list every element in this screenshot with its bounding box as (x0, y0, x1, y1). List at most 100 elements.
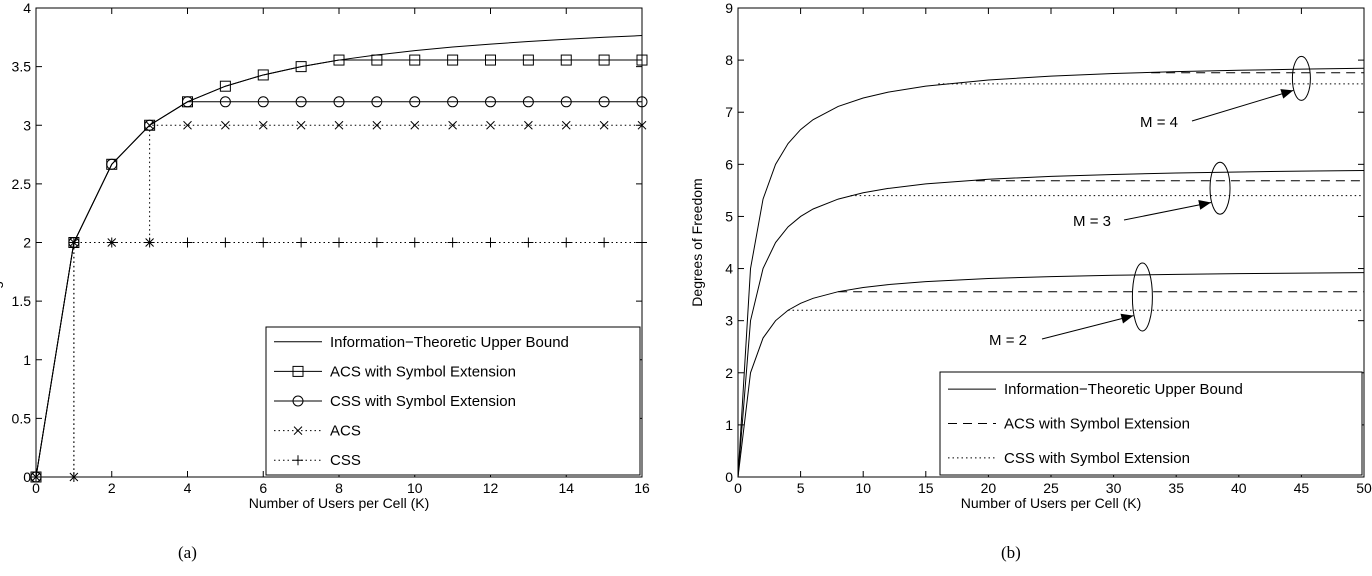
a-series-line-2 (35, 101, 642, 478)
b-y-tick-label: 6 (725, 156, 733, 172)
a-legend-label: ACS with Symbol Extension (330, 363, 516, 380)
b-x-tick-label: 15 (918, 480, 934, 496)
b-legend-label: CSS with Symbol Extension (1004, 450, 1190, 467)
b-y-tick-label: 0 (725, 469, 733, 485)
b-x-tick-label: 5 (797, 480, 805, 496)
a-x-tick-label: 2 (108, 480, 116, 496)
a-data-point (522, 96, 534, 108)
a-x-axis-label: Number of Users per Cell (K) (249, 495, 430, 511)
a-data-point (447, 237, 458, 248)
a-data-point (221, 120, 230, 130)
b-group-label-1: M = 3 (1073, 213, 1111, 230)
a-data-point (598, 54, 610, 66)
a-x-tick-label: 14 (558, 480, 574, 496)
a-data-point (68, 237, 79, 248)
a-legend-label: CSS (330, 452, 361, 469)
a-x-tick-label: 16 (634, 480, 650, 496)
b-upper-bound-2 (737, 67, 1365, 478)
a-data-point (485, 237, 496, 248)
a-data-point (145, 120, 154, 130)
a-data-point (410, 120, 420, 130)
a-data-point (219, 80, 231, 92)
a-y-tick-label: 4 (23, 0, 31, 16)
b-x-tick-label: 35 (1168, 480, 1184, 496)
a-data-point (524, 120, 533, 130)
b-y-tick-label: 1 (725, 417, 733, 433)
a-data-point (636, 54, 648, 66)
b-x-tick-label: 40 (1231, 480, 1247, 496)
a-y-tick-label: 2 (23, 235, 31, 251)
b-annotation-arrowhead-2 (1280, 89, 1294, 99)
a-data-point (485, 54, 496, 66)
a-x-tick-label: 10 (407, 480, 423, 496)
a-data-point (257, 69, 269, 81)
b-legend-label: Information−Theoretic Upper Bound (1004, 381, 1243, 398)
b-x-tick-label: 0 (734, 480, 742, 496)
b-annotation-arrowhead-0 (1120, 313, 1134, 324)
a-data-point (409, 96, 421, 108)
a-legend-label: ACS (330, 423, 361, 440)
a-legend-box (265, 326, 641, 476)
a-data-point (522, 54, 534, 66)
a-data-point (106, 158, 118, 170)
a-legend-label: CSS with Symbol Extension (330, 393, 516, 410)
b-y-tick-label: 2 (725, 365, 733, 381)
a-data-point (182, 96, 193, 108)
a-legend-marker (292, 395, 304, 407)
a-y-tick-label: 3.5 (12, 59, 32, 75)
a-data-point (334, 237, 344, 248)
a-series-markers-4 (31, 237, 647, 482)
b-x-tick-label: 10 (855, 480, 871, 496)
a-legend-marker (293, 455, 303, 466)
a-legend-label: Information−Theoretic Upper Bound (330, 334, 569, 351)
a-data-point (637, 237, 647, 248)
b-group-ellipse-1 (1209, 161, 1231, 215)
b-group-label-2: M = 4 (1140, 114, 1178, 131)
b-y-tick-label: 4 (725, 261, 733, 277)
a-data-point (372, 120, 382, 130)
a-y-axis-label: Degrees of Freedom (0, 178, 3, 306)
a-data-point (636, 96, 648, 108)
b-upper-bound-1 (737, 169, 1365, 478)
a-legend-marker (293, 426, 303, 435)
b-legend-label: ACS with Symbol Extension (1004, 416, 1190, 433)
a-y-tick-label: 1.5 (12, 293, 32, 309)
a-data-point (183, 120, 192, 130)
a-y-tick-label: 1 (23, 352, 31, 368)
a-data-point (371, 54, 383, 66)
a-data-point (220, 237, 231, 248)
a-data-point (295, 61, 307, 73)
a-x-tick-label: 12 (483, 480, 499, 496)
a-data-point (296, 120, 306, 130)
b-x-tick-label: 30 (1106, 480, 1122, 496)
a-series-line-4 (36, 242, 642, 478)
a-data-point (334, 120, 344, 130)
a-data-point (409, 54, 421, 66)
a-data-point (31, 472, 41, 482)
b-annotation-arrow-2 (1191, 89, 1294, 122)
a-data-point (68, 472, 79, 482)
a-y-tick-label: 0.5 (12, 410, 32, 426)
a-y-tick-label: 2.5 (12, 176, 32, 192)
b-y-tick-label: 8 (725, 52, 733, 68)
b-y-axis-label: Degrees of Freedom (689, 178, 705, 306)
b-x-tick-label: 20 (981, 480, 997, 496)
b-upper-bound-0 (737, 272, 1365, 478)
a-data-point (219, 96, 231, 108)
b-x-axis-label: Number of Users per Cell (K) (961, 495, 1142, 511)
b-y-tick-label: 3 (725, 313, 733, 329)
panel-label-a: (a) (178, 543, 197, 562)
a-data-point (486, 120, 495, 130)
a-data-point (333, 54, 345, 66)
a-data-point (333, 96, 345, 108)
a-y-tick-label: 0 (23, 469, 31, 485)
a-y-tick-label: 3 (23, 117, 31, 133)
b-x-tick-label: 45 (1294, 480, 1310, 496)
a-data-point (561, 237, 572, 248)
a-x-tick-label: 0 (32, 480, 40, 496)
a-x-tick-label: 4 (184, 480, 192, 496)
a-data-point (409, 237, 420, 248)
a-data-point (144, 237, 155, 248)
